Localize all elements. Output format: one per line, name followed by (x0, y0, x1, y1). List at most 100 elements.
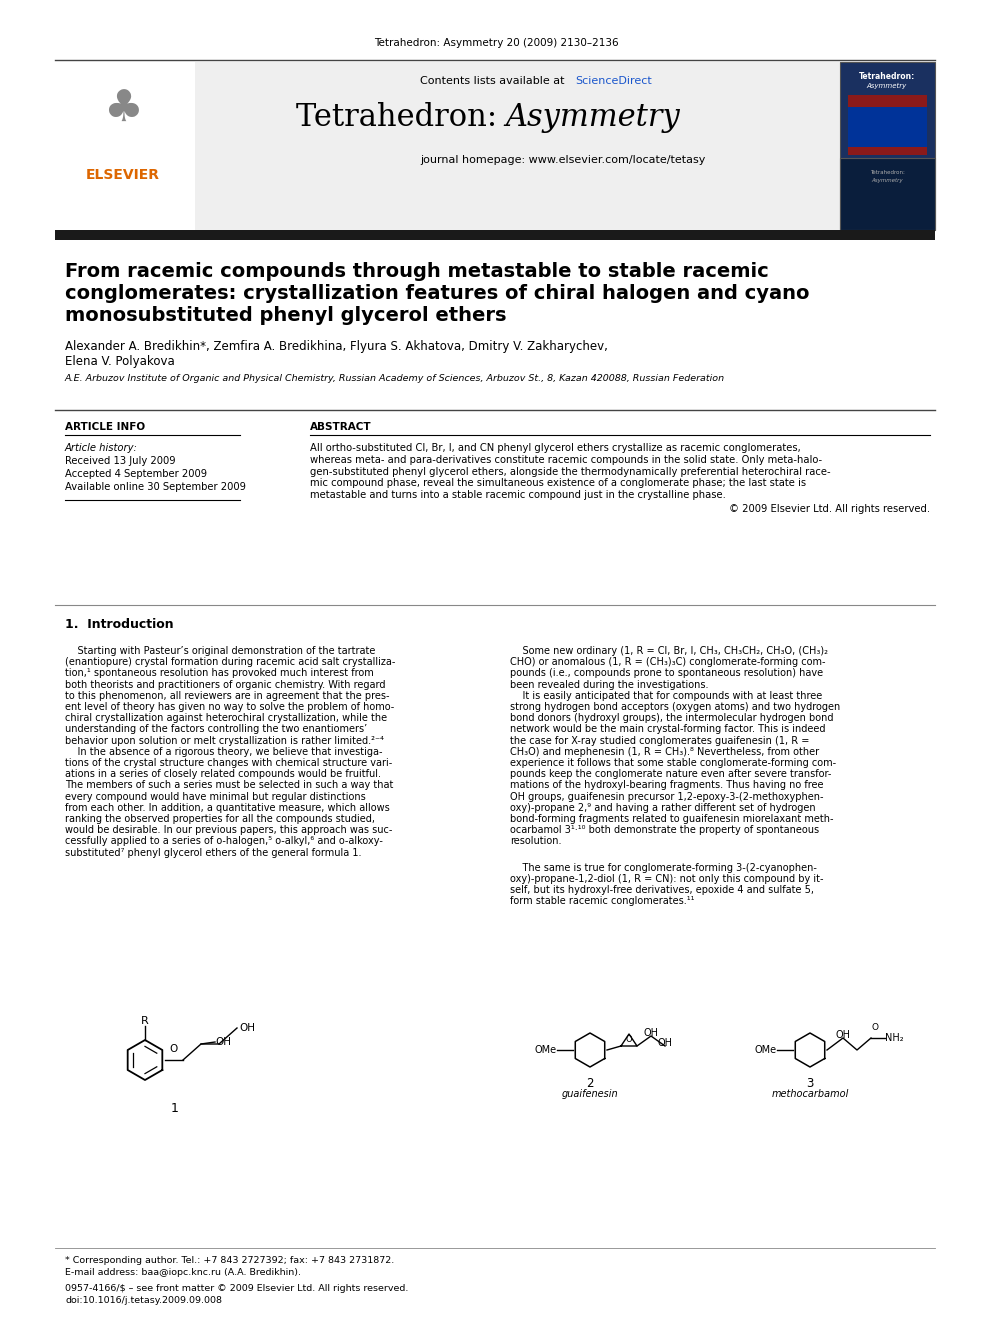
Text: resolution.: resolution. (510, 836, 561, 847)
Text: The same is true for conglomerate-forming 3-(2-cyanophen-: The same is true for conglomerate-formin… (510, 863, 816, 873)
Text: pounds (i.e., compounds prone to spontaneous resolution) have: pounds (i.e., compounds prone to spontan… (510, 668, 823, 679)
Text: experience it follows that some stable conglomerate-forming com-: experience it follows that some stable c… (510, 758, 836, 767)
Text: OMe: OMe (535, 1045, 557, 1054)
Text: Contents lists available at: Contents lists available at (420, 75, 568, 86)
Text: ARTICLE INFO: ARTICLE INFO (65, 422, 145, 433)
Text: OH: OH (835, 1031, 850, 1040)
Text: tions of the crystal structure changes with chemical structure vari-: tions of the crystal structure changes w… (65, 758, 392, 767)
Text: conglomerates: crystallization features of chiral halogen and cyano: conglomerates: crystallization features … (65, 284, 809, 303)
Text: journal homepage: www.elsevier.com/locate/tetasy: journal homepage: www.elsevier.com/locat… (420, 155, 705, 165)
Text: ScienceDirect: ScienceDirect (575, 75, 652, 86)
Text: Starting with Pasteur’s original demonstration of the tartrate: Starting with Pasteur’s original demonst… (65, 646, 375, 656)
Text: Tetrahedron: Asymmetry 20 (2009) 2130–2136: Tetrahedron: Asymmetry 20 (2009) 2130–21… (374, 38, 618, 48)
Text: network would be the main crystal-forming factor. This is indeed: network would be the main crystal-formin… (510, 725, 825, 734)
Text: Tetrahedron:: Tetrahedron: (296, 102, 507, 134)
Text: pounds keep the conglomerate nature even after severe transfor-: pounds keep the conglomerate nature even… (510, 769, 831, 779)
Text: self, but its hydroxyl-free derivatives, epoxide 4 and sulfate 5,: self, but its hydroxyl-free derivatives,… (510, 885, 814, 894)
Text: been revealed during the investigations.: been revealed during the investigations. (510, 680, 708, 689)
Text: both theorists and practitioners of organic chemistry. With regard: both theorists and practitioners of orga… (65, 680, 386, 689)
Text: cessfully applied to a series of o-halogen,⁵ o-alkyl,⁶ and o-alkoxy-: cessfully applied to a series of o-halog… (65, 836, 383, 847)
Text: E-mail address: baa@iopc.knc.ru (A.A. Bredikhin).: E-mail address: baa@iopc.knc.ru (A.A. Br… (65, 1267, 301, 1277)
Text: mic compound phase, reveal the simultaneous existence of a conglomerate phase; t: mic compound phase, reveal the simultane… (310, 479, 806, 488)
Text: Accepted 4 September 2009: Accepted 4 September 2009 (65, 468, 207, 479)
Text: Alexander A. Bredikhin*, Zemfira A. Bredikhina, Flyura S. Akhatova, Dmitry V. Za: Alexander A. Bredikhin*, Zemfira A. Bred… (65, 340, 608, 353)
Text: The members of such a series must be selected in such a way that: The members of such a series must be sel… (65, 781, 394, 790)
Text: the case for X-ray studied conglomerates guaifenesin (1, R =: the case for X-ray studied conglomerates… (510, 736, 809, 746)
Text: whereas meta- and para-derivatives constitute racemic compounds in the solid sta: whereas meta- and para-derivatives const… (310, 455, 822, 464)
Text: CHO) or anomalous (1, R = (CH₃)₃C) conglomerate-forming com-: CHO) or anomalous (1, R = (CH₃)₃C) congl… (510, 658, 825, 667)
Text: Asymmetry: Asymmetry (871, 179, 903, 183)
Text: every compound would have minimal but regular distinctions: every compound would have minimal but re… (65, 791, 366, 802)
Text: A.E. Arbuzov Institute of Organic and Physical Chemistry, Russian Academy of Sci: A.E. Arbuzov Institute of Organic and Ph… (65, 374, 725, 382)
Text: OH: OH (239, 1023, 255, 1033)
Text: chiral crystallization against heterochiral crystallization, while the: chiral crystallization against heterochi… (65, 713, 387, 724)
Text: NH₂: NH₂ (885, 1033, 904, 1043)
Text: monosubstituted phenyl glycerol ethers: monosubstituted phenyl glycerol ethers (65, 306, 507, 325)
Text: gen-substituted phenyl glycerol ethers, alongside the thermodynamically preferen: gen-substituted phenyl glycerol ethers, … (310, 467, 830, 476)
Text: OH: OH (215, 1037, 231, 1046)
Text: ocarbamol 3¹·¹⁰ both demonstrate the property of spontaneous: ocarbamol 3¹·¹⁰ both demonstrate the pro… (510, 826, 819, 835)
Text: Asymmetry: Asymmetry (505, 102, 680, 134)
Text: All ortho-substituted Cl, Br, I, and CN phenyl glycerol ethers crystallize as ra: All ortho-substituted Cl, Br, I, and CN … (310, 443, 801, 452)
Text: OH groups, guaifenesin precursor 1,2-epoxy-3-(2-methoxyphen-: OH groups, guaifenesin precursor 1,2-epo… (510, 791, 823, 802)
Text: It is easily anticipated that for compounds with at least three: It is easily anticipated that for compou… (510, 691, 822, 701)
Text: © 2009 Elsevier Ltd. All rights reserved.: © 2009 Elsevier Ltd. All rights reserved… (729, 504, 930, 515)
Text: to this phenomenon, all reviewers are in agreement that the pres-: to this phenomenon, all reviewers are in… (65, 691, 390, 701)
Text: 0957-4166/$ – see front matter © 2009 Elsevier Ltd. All rights reserved.: 0957-4166/$ – see front matter © 2009 El… (65, 1285, 409, 1293)
Text: doi:10.1016/j.tetasy.2009.09.008: doi:10.1016/j.tetasy.2009.09.008 (65, 1297, 222, 1304)
Text: ♣: ♣ (103, 89, 143, 131)
Text: 1.  Introduction: 1. Introduction (65, 618, 174, 631)
Text: metastable and turns into a stable racemic compound just in the crystalline phas: metastable and turns into a stable racem… (310, 491, 726, 500)
Text: 2: 2 (586, 1077, 594, 1090)
Text: Asymmetry: Asymmetry (867, 83, 907, 89)
Text: would be desirable. In our previous papers, this approach was suc-: would be desirable. In our previous pape… (65, 826, 393, 835)
Text: ABSTRACT: ABSTRACT (310, 422, 372, 433)
Bar (55, 62, 195, 230)
Text: (enantiopure) crystal formation during racemic acid salt crystalliza-: (enantiopure) crystal formation during r… (65, 658, 396, 667)
Bar (848, 95, 927, 155)
Text: Available online 30 September 2009: Available online 30 September 2009 (65, 482, 246, 492)
Text: bond-forming fragments related to guaifenesin miorelaxant meth-: bond-forming fragments related to guaife… (510, 814, 833, 824)
Text: tion,¹ spontaneous resolution has provoked much interest from: tion,¹ spontaneous resolution has provok… (65, 668, 374, 679)
Bar (840, 62, 935, 230)
Bar (848, 107, 927, 147)
Text: O: O (169, 1044, 178, 1054)
Bar (840, 157, 935, 230)
Text: methocarbamol: methocarbamol (772, 1089, 849, 1099)
Text: Tetrahedron:: Tetrahedron: (859, 71, 916, 81)
Text: bond donors (hydroxyl groups), the intermolecular hydrogen bond: bond donors (hydroxyl groups), the inter… (510, 713, 833, 724)
Text: from each other. In addition, a quantitative measure, which allows: from each other. In addition, a quantita… (65, 803, 390, 812)
Text: ranking the observed properties for all the compounds studied,: ranking the observed properties for all … (65, 814, 375, 824)
Text: 3: 3 (806, 1077, 813, 1090)
Text: strong hydrogen bond acceptors (oxygen atoms) and two hydrogen: strong hydrogen bond acceptors (oxygen a… (510, 703, 840, 712)
Text: ent level of theory has given no way to solve the problem of homo-: ent level of theory has given no way to … (65, 703, 394, 712)
Text: behavior upon solution or melt crystallization is rather limited.²⁻⁴: behavior upon solution or melt crystalli… (65, 736, 384, 746)
Text: * Corresponding author. Tel.: +7 843 2727392; fax: +7 843 2731872.: * Corresponding author. Tel.: +7 843 272… (65, 1256, 394, 1265)
Text: R: R (141, 1016, 149, 1027)
Text: ELSEVIER: ELSEVIER (86, 168, 160, 183)
Text: oxy)-propane-1,2-diol (1, R = CN): not only this compound by it-: oxy)-propane-1,2-diol (1, R = CN): not o… (510, 873, 823, 884)
Text: OMe: OMe (755, 1045, 777, 1054)
Text: O: O (872, 1023, 879, 1032)
Text: substituted⁷ phenyl glycerol ethers of the general formula 1.: substituted⁷ phenyl glycerol ethers of t… (65, 848, 361, 857)
Bar (55, 230, 935, 239)
Text: Article history:: Article history: (65, 443, 138, 452)
Text: In the absence of a rigorous theory, we believe that investiga-: In the absence of a rigorous theory, we … (65, 746, 383, 757)
Text: guaifenesin: guaifenesin (561, 1089, 618, 1099)
Text: OH: OH (644, 1028, 659, 1039)
Text: form stable racemic conglomerates.¹¹: form stable racemic conglomerates.¹¹ (510, 896, 694, 906)
Bar (55, 62, 935, 230)
Text: Elena V. Polyakova: Elena V. Polyakova (65, 355, 175, 368)
Text: mations of the hydroxyl-bearing fragments. Thus having no free: mations of the hydroxyl-bearing fragment… (510, 781, 823, 790)
Text: From racemic compounds through metastable to stable racemic: From racemic compounds through metastabl… (65, 262, 769, 280)
Text: oxy)-propane 2,⁹ and having a rather different set of hydrogen: oxy)-propane 2,⁹ and having a rather dif… (510, 803, 815, 812)
Text: CH₃O) and mephenesin (1, R = CH₃).⁸ Nevertheless, from other: CH₃O) and mephenesin (1, R = CH₃).⁸ Neve… (510, 746, 819, 757)
Text: understanding of the factors controlling the two enantiomers’: understanding of the factors controlling… (65, 725, 367, 734)
Text: ations in a series of closely related compounds would be fruitful.: ations in a series of closely related co… (65, 769, 381, 779)
Text: 1: 1 (171, 1102, 179, 1115)
Text: Some new ordinary (1, R = Cl, Br, I, CH₃, CH₃CH₂, CH₃O, (CH₃)₂: Some new ordinary (1, R = Cl, Br, I, CH₃… (510, 646, 828, 656)
Text: Tetrahedron:: Tetrahedron: (870, 169, 905, 175)
Text: OH: OH (658, 1039, 673, 1048)
Text: O: O (626, 1036, 632, 1044)
Text: Received 13 July 2009: Received 13 July 2009 (65, 456, 176, 466)
